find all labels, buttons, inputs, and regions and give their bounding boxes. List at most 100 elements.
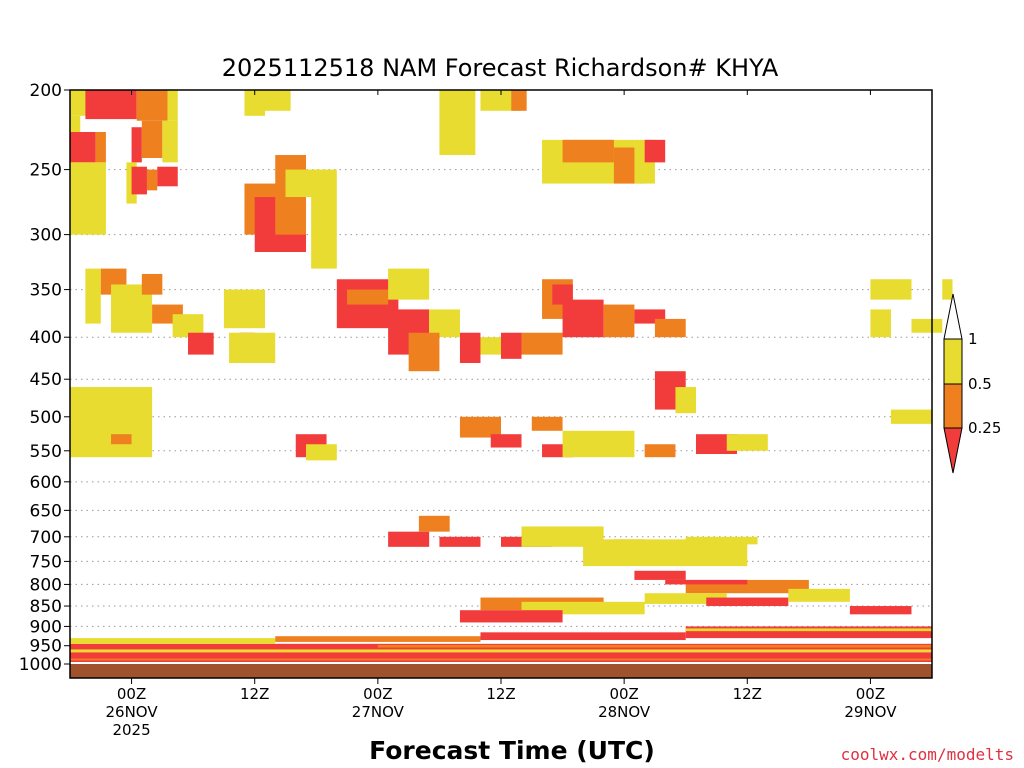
ri-cell	[408, 332, 440, 372]
ri-cell	[85, 90, 137, 120]
x-tick-label: 12Z	[733, 685, 762, 703]
x-tick-label: 2025	[112, 721, 150, 739]
ri-cell	[146, 169, 158, 191]
legend-bin-0.5-1	[943, 338, 963, 385]
ri-cell	[223, 289, 265, 329]
ri-cell	[911, 318, 943, 333]
ri-cell	[511, 90, 527, 111]
legend-bin-above-1	[943, 293, 963, 340]
ri-cell	[480, 337, 501, 355]
ri-cell	[942, 279, 953, 300]
ri-cell	[141, 273, 163, 295]
ri-cell	[459, 416, 501, 438]
ri-cell	[439, 536, 481, 547]
ri-cell	[644, 593, 727, 604]
ri-cell	[418, 515, 450, 532]
ri-cell	[675, 387, 696, 414]
surface-layer	[275, 636, 481, 642]
ri-cell	[665, 579, 748, 585]
x-tick-label: 00Z	[363, 685, 392, 703]
ri-cell	[429, 309, 460, 338]
ri-cell	[264, 90, 291, 111]
x-tick-label: 00Z	[609, 685, 638, 703]
ri-cell	[552, 284, 573, 305]
colorbar-legend: 1 0.5 0.25	[943, 293, 1001, 474]
ri-cell	[788, 588, 850, 602]
ri-cell	[706, 597, 789, 607]
y-tick-label: 600	[30, 473, 62, 493]
surface-layer	[480, 632, 686, 641]
grid-lines	[70, 89, 932, 665]
credit-text: coolwx.com/modelts	[841, 745, 1014, 764]
ri-cell	[347, 289, 389, 305]
ri-cell	[685, 536, 758, 545]
ri-cell	[162, 120, 178, 163]
ri-cell	[644, 139, 666, 163]
ri-cell	[459, 332, 481, 364]
ri-cell	[95, 132, 106, 163]
y-tick-label: 950	[30, 637, 62, 657]
ri-cell	[388, 531, 430, 547]
ri-cell	[849, 606, 912, 615]
ri-cell	[490, 434, 522, 448]
surface-layer	[70, 638, 276, 644]
ri-cell	[726, 434, 768, 451]
x-tick-label: 12Z	[240, 685, 269, 703]
ri-cell	[501, 332, 522, 359]
ri-cell	[439, 90, 476, 156]
legend-threshold-label: 0.25	[968, 419, 1001, 437]
y-tick-label: 400	[30, 328, 62, 348]
ri-cell	[90, 394, 122, 410]
surface-layer	[70, 649, 932, 653]
ri-cell	[644, 444, 676, 458]
y-tick-label: 350	[30, 281, 62, 301]
ri-cell	[136, 90, 168, 121]
ri-cell	[459, 610, 563, 623]
y-tick-label: 700	[30, 528, 62, 548]
chart-title: 2025112518 NAM Forecast Richardson# KHYA	[222, 54, 779, 82]
x-tick-label: 00Z	[117, 685, 146, 703]
y-tick-label: 300	[30, 226, 62, 246]
ri-cell	[141, 120, 163, 158]
ri-cell	[111, 434, 132, 445]
surface-layer	[685, 628, 932, 632]
ri-cell	[188, 332, 214, 355]
ri-cell	[562, 430, 635, 458]
ri-cell	[70, 115, 81, 148]
y-tick-label: 200	[30, 81, 62, 101]
ri-cell	[85, 268, 101, 324]
y-tick-label: 500	[30, 408, 62, 428]
y-tick-label: 550	[30, 442, 62, 462]
ri-cell	[890, 409, 932, 424]
ri-cell	[603, 304, 635, 338]
x-tick-label: 12Z	[486, 685, 515, 703]
ri-cell	[531, 416, 563, 431]
ri-cell	[131, 127, 142, 163]
ri-cell	[870, 279, 912, 300]
y-tick-label: 750	[30, 552, 62, 572]
y-tick-label: 250	[30, 161, 62, 181]
y-tick-label: 850	[30, 597, 62, 617]
ri-cell	[306, 444, 337, 461]
legend-threshold-label: 1	[968, 330, 978, 348]
x-axis-label: Forecast Time (UTC)	[369, 736, 655, 765]
ri-cell	[870, 309, 891, 338]
ri-cell	[311, 169, 337, 269]
surface-layer	[70, 658, 932, 661]
ri-cell	[388, 268, 430, 300]
x-tick-label: 27NOV	[352, 703, 405, 721]
ri-cell	[157, 166, 178, 187]
ground-strip	[70, 662, 932, 678]
legend-threshold-label: 0.5	[968, 375, 992, 393]
ri-cell	[229, 332, 276, 364]
x-tick-label: 00Z	[856, 685, 885, 703]
ri-cell	[562, 299, 604, 338]
ground-strip-fill	[70, 664, 932, 678]
ri-cell	[654, 318, 686, 338]
x-tick-label: 29NOV	[844, 703, 897, 721]
ri-cell	[90, 176, 101, 235]
y-tick-label: 900	[30, 617, 62, 637]
y-axis-ticks: 200 250 300 350 400 450 500 550 600 650 700 750 8008…	[19, 81, 70, 675]
ri-cell	[244, 90, 265, 116]
